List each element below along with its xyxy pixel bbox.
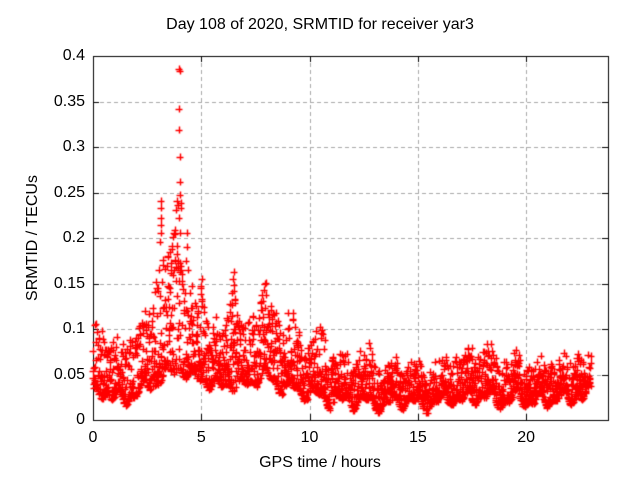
y-tick-label: 0.15	[53, 274, 85, 292]
x-tick-label: 20	[517, 429, 536, 446]
y-tick-label: 0.1	[62, 320, 85, 337]
y-tick-label: 0.25	[53, 183, 85, 201]
y-tick-label: 0	[76, 411, 85, 428]
y-tick-label: 0.05	[53, 365, 85, 383]
x-axis-label: GPS time / hours	[259, 454, 381, 471]
y-tick-label: 0.2	[62, 229, 85, 246]
y-tick-label: 0.4	[62, 47, 85, 64]
x-tick-label: 0	[88, 429, 98, 446]
y-tick-label: 0.3	[62, 138, 85, 155]
y-tick-label: 0.35	[53, 92, 85, 110]
chart-title: Day 108 of 2020, SRMTID for receiver yar…	[166, 16, 474, 33]
x-tick-label: 15	[408, 429, 427, 446]
x-tick-label: 5	[196, 429, 206, 446]
x-tick-label: 10	[300, 429, 319, 446]
